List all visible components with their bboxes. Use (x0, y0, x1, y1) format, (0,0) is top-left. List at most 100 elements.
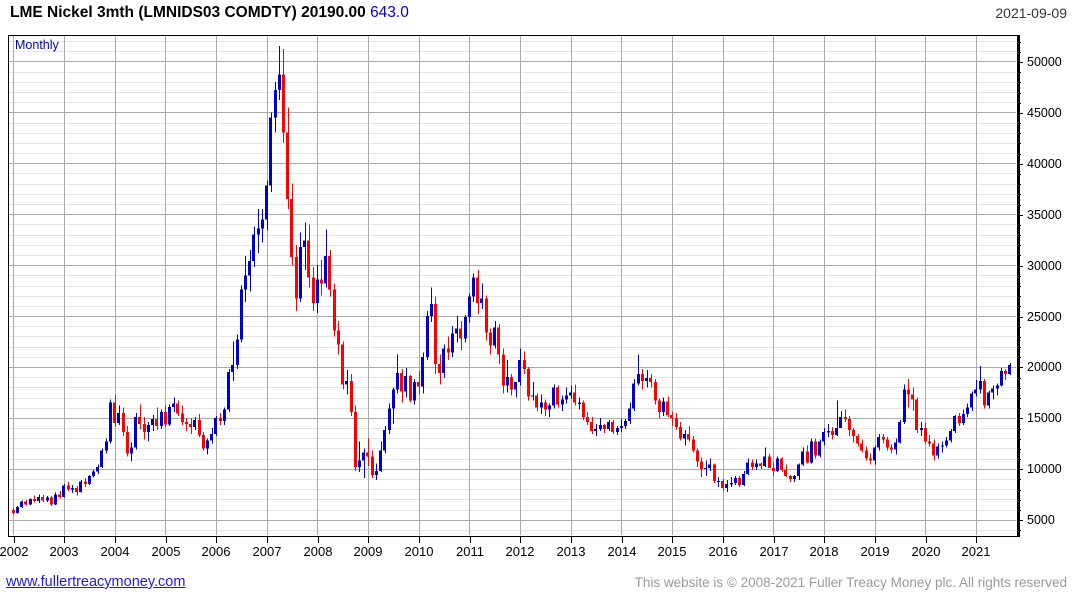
candle (138, 416, 141, 424)
y-axis-tick (1018, 510, 1021, 512)
candle (84, 481, 87, 485)
candle (510, 377, 513, 390)
candle (586, 416, 589, 422)
candle (181, 413, 184, 422)
candle (295, 256, 298, 299)
candle (649, 378, 652, 383)
candle (46, 497, 49, 501)
candle (202, 435, 205, 449)
candle (590, 421, 593, 432)
x-axis-tick (267, 537, 268, 543)
candle (176, 403, 179, 414)
candle (886, 439, 889, 448)
y-axis-tick (1018, 51, 1021, 53)
candle (713, 464, 716, 482)
y-axis-label: 5000 (1027, 513, 1055, 528)
candle (341, 344, 344, 385)
y-axis-tick (1018, 173, 1021, 175)
candle (768, 456, 771, 468)
y-axis-label: 15000 (1027, 411, 1062, 426)
candle (147, 425, 150, 433)
candle (928, 441, 931, 444)
y-axis-tick (1018, 438, 1021, 440)
chart-plot-area[interactable]: Monthly (8, 35, 1018, 537)
x-axis-tick (774, 537, 775, 543)
candle (552, 387, 555, 406)
candle (831, 431, 834, 436)
candle (527, 369, 530, 397)
candle (312, 277, 315, 303)
candle (62, 485, 65, 497)
candle (113, 402, 116, 423)
x-axis-label: 2009 (353, 544, 383, 559)
site-url-link[interactable]: www.fullertreacymoney.com (6, 574, 186, 590)
candle (274, 89, 277, 118)
candle (366, 452, 369, 457)
x-axis-label: 2017 (759, 544, 789, 559)
candle (983, 381, 986, 406)
candle (379, 450, 382, 471)
candle (134, 416, 137, 448)
candle (936, 446, 939, 456)
y-axis-tick (1018, 347, 1021, 349)
candle (37, 496, 40, 501)
y-axis-tick (1018, 306, 1021, 308)
y-axis-tick (1018, 255, 1021, 257)
y-axis-label: 50000 (1027, 54, 1062, 69)
last-price: 20190.00 (301, 4, 366, 21)
candle (396, 373, 399, 390)
y-axis-tick (1018, 377, 1021, 379)
x-axis-tick (723, 537, 724, 543)
x-axis-label: 2019 (860, 544, 890, 559)
candle (772, 467, 775, 471)
candle (164, 411, 167, 425)
y-axis-label: 45000 (1027, 105, 1062, 120)
x-axis-tick (875, 537, 876, 543)
candle (189, 423, 192, 428)
candle (122, 412, 125, 433)
y-axis-tick (1018, 72, 1021, 74)
candle (776, 458, 779, 471)
candle (759, 463, 762, 466)
y-axis-tick (1018, 479, 1021, 481)
candle (962, 413, 965, 423)
candle (33, 498, 36, 501)
candle (16, 506, 19, 514)
candle (810, 441, 813, 463)
candle (502, 354, 505, 386)
candle (506, 377, 509, 386)
candle (231, 364, 234, 373)
candle (780, 458, 783, 470)
y-axis-tick (1018, 428, 1021, 430)
candle (941, 445, 944, 447)
candle (738, 477, 741, 486)
candle (734, 477, 737, 484)
candle (252, 234, 255, 262)
candle (100, 450, 103, 467)
candle (155, 418, 158, 427)
candle (417, 382, 420, 387)
candle (687, 434, 690, 440)
candle (535, 395, 538, 408)
candle (658, 400, 661, 412)
candle (949, 431, 952, 441)
candle (299, 246, 302, 299)
y-axis-tick (1018, 326, 1021, 328)
y-axis-tick (1018, 82, 1021, 84)
candle (172, 403, 175, 408)
x-axis-tick (571, 537, 572, 543)
candle (117, 412, 120, 423)
candle (257, 228, 260, 235)
y-axis-tick (1018, 286, 1021, 287)
candle (865, 450, 868, 459)
candle (582, 402, 585, 417)
candle (476, 277, 479, 303)
candle (704, 467, 707, 469)
candle (193, 419, 196, 428)
candle (869, 458, 872, 461)
candle (244, 275, 247, 290)
y-axis-tick (1018, 163, 1023, 165)
copyright-notice: This website is © 2008-2021 Fuller Treac… (634, 575, 1067, 590)
x-axis-tick (622, 537, 623, 543)
candle (717, 481, 720, 483)
